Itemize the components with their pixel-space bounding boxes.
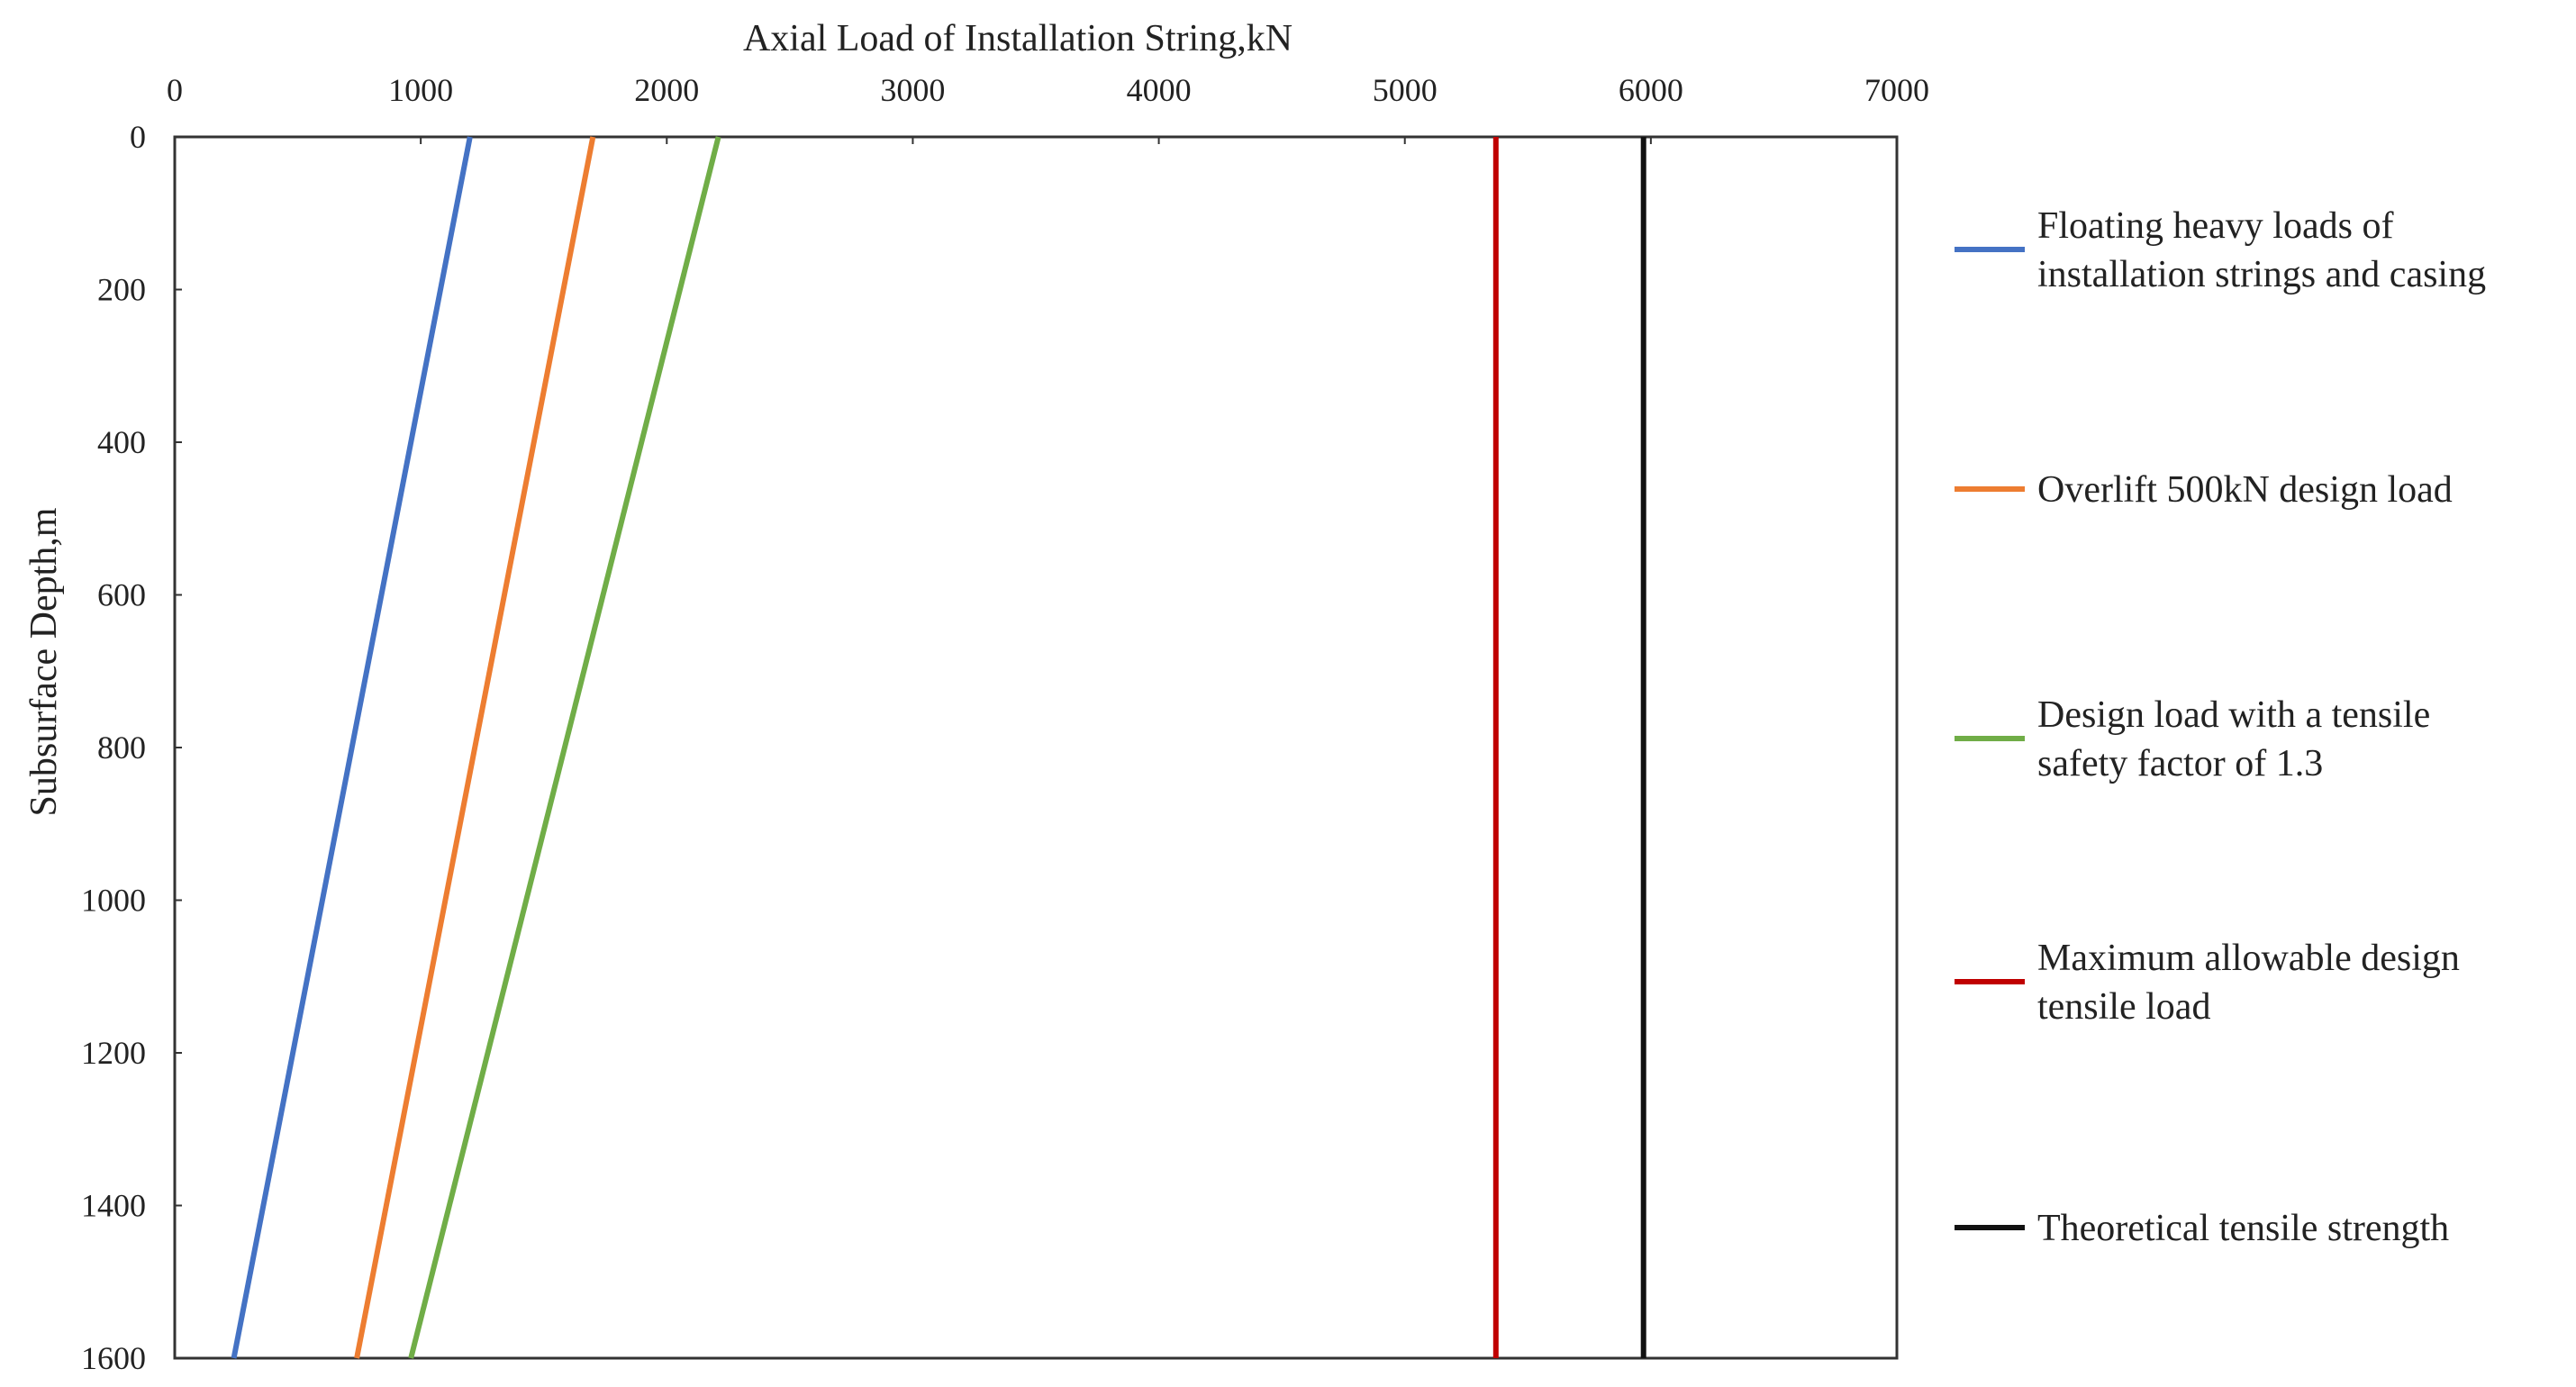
x-axis-ticks: 0 1000 2000 3000 4000 5000 6000 7000 [167, 72, 1929, 144]
y-tick-label: 0 [130, 119, 146, 155]
y-axis-title: Subsurface Depth,m [23, 507, 65, 816]
x-axis-title: Axial Load of Installation String,kN [743, 18, 1293, 59]
y-axis-ticks: 0 200 400 600 800 1000 1200 1400 1600 [81, 119, 182, 1376]
x-tick-label: 0 [167, 72, 183, 108]
x-tick-label: 5000 [1373, 72, 1438, 108]
y-tick-label: 1600 [81, 1340, 146, 1376]
y-tick-label: 600 [97, 577, 146, 613]
legend-label-5: Theoretical tensile strength [2037, 1208, 2449, 1249]
x-tick-label: 3000 [880, 72, 945, 108]
x-tick-label: 1000 [388, 72, 453, 108]
series-line-1 [231, 136, 473, 1359]
legend-label-1: installation strings and casing [2037, 254, 2486, 295]
y-tick-label: 800 [97, 730, 146, 766]
series-line-2 [354, 136, 596, 1359]
y-tick-label: 1000 [81, 883, 146, 919]
x-tick-label: 6000 [1619, 72, 1683, 108]
y-tick-label: 1200 [81, 1035, 146, 1071]
legend-label-1: Floating heavy loads of [2037, 205, 2393, 247]
x-tick-label: 7000 [1864, 72, 1929, 108]
legend-label-4: Maximum allowable design [2037, 938, 2460, 979]
legend: Floating heavy loads of installation stri… [1955, 205, 2486, 1249]
legend-label-3: safety factor of 1.3 [2037, 743, 2323, 784]
x-tick-label: 2000 [634, 72, 699, 108]
legend-label-4: tensile load [2037, 986, 2210, 1028]
y-tick-label: 1400 [81, 1188, 146, 1224]
y-tick-label: 400 [97, 424, 146, 460]
x-tick-label: 4000 [1127, 72, 1192, 108]
y-tick-label: 200 [97, 272, 146, 308]
series-line-3 [408, 136, 721, 1359]
legend-label-2: Overlift 500kN design load [2037, 469, 2453, 511]
series-lines [231, 136, 1646, 1359]
legend-label-3: Design load with a tensile [2037, 694, 2430, 736]
